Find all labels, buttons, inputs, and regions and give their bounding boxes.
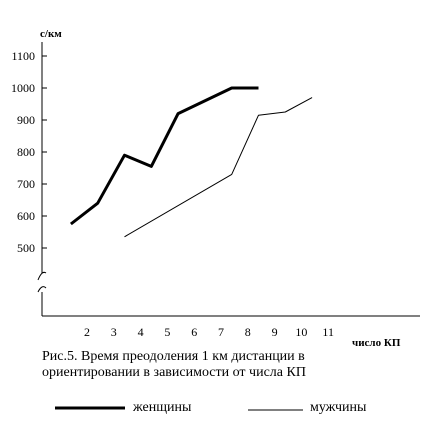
x-tick-label: 6 [191,325,197,339]
x-tick-label: 8 [245,325,251,339]
legend-label-women: женщины [133,400,192,415]
y-ticks: 500 600 700 800 900 1000 1100 [11,49,47,255]
x-tick-label: 7 [218,325,224,339]
y-tick-label: 500 [17,241,35,255]
x-axis-label: число КП [352,337,401,349]
x-tick-label: 4 [138,325,144,339]
x-tick-label: 11 [322,325,334,339]
y-tick-label: 800 [17,145,35,159]
series-line-women [69,86,259,226]
x-tick-label: 10 [295,325,307,339]
series-line-men [124,97,313,238]
legend-label-men: мужчины [310,400,367,415]
caption-line-2: ориентировании в зависимости от числа КП [42,365,306,380]
x-tick-label: 5 [164,325,170,339]
y-tick-label: 900 [17,113,35,127]
y-tick-label: 1000 [11,81,35,95]
y-tick-label: 1100 [11,49,35,63]
x-tick-label: 3 [111,325,117,339]
y-tick-label: 700 [17,177,35,191]
y-tick-label: 600 [17,209,35,223]
axis-break-mark-upper [37,271,47,281]
caption-line-1: Рис.5. Время преодоления 1 км дистанции … [42,349,305,364]
axis-break-mark-lower [37,286,47,293]
series-lines [69,86,313,238]
x-tick-label: 2 [84,325,90,339]
y-axis-label: с/км [40,28,62,40]
x-tick-label: 9 [272,325,278,339]
figure-caption: Рис.5. Время преодоления 1 км дистанции … [42,349,342,381]
x-ticks: 2 3 4 5 6 7 8 9 10 11 [84,325,334,339]
